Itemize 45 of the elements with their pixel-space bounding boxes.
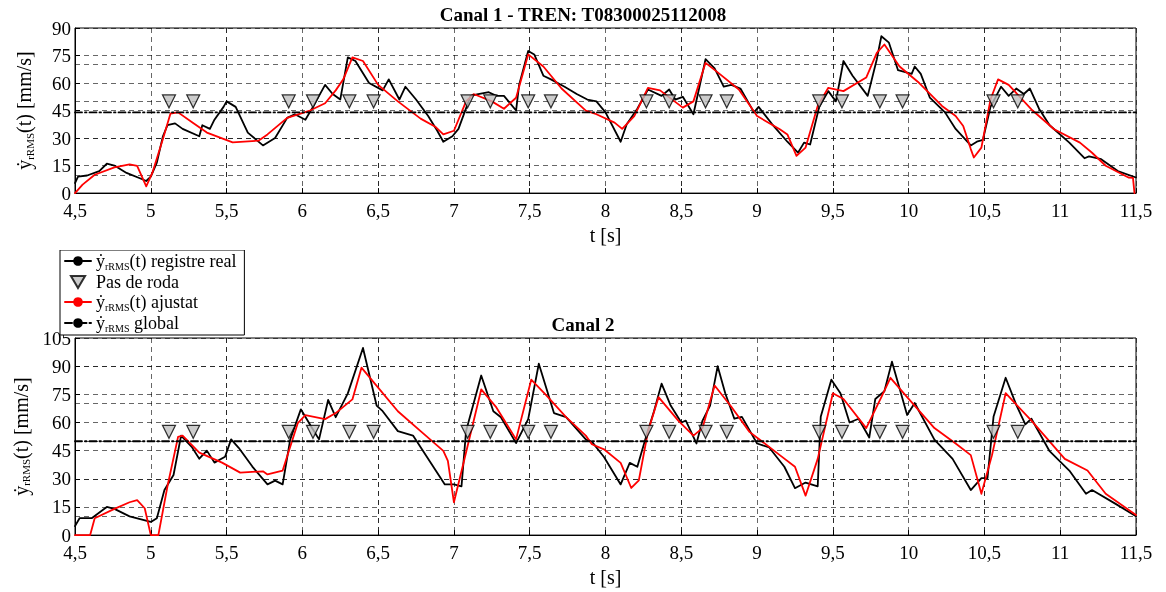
x-tick-label: 6,5 (366, 200, 391, 222)
x-tick-label: 8 (600, 200, 611, 222)
x-tick-label: 5 (146, 200, 156, 222)
x-tick-label: 11,5 (1119, 200, 1153, 222)
x-tick-label: 9 (752, 200, 762, 222)
x-tick-label: 10,5 (967, 200, 1002, 222)
y-tick-label: 30 (52, 127, 71, 149)
y-tick-label: 90 (52, 355, 71, 377)
x-tick-label: 10,5 (967, 542, 1002, 564)
y-tick-label: 45 (52, 100, 71, 122)
chart-title: Canal 2 (551, 314, 615, 335)
x-tick-label: 9,5 (820, 542, 845, 564)
x-tick-label: 10 (899, 200, 919, 222)
x-axis-title: t [s] (589, 224, 622, 246)
x-axis-title: t [s] (589, 566, 622, 588)
x-tick-label: 5,5 (214, 200, 239, 222)
x-tick-label: 5,5 (214, 542, 239, 564)
x-tick-label: 10 (899, 542, 919, 564)
x-tick-label: 11 (1051, 542, 1070, 564)
x-tick-label: 11,5 (1119, 542, 1153, 564)
y-tick-label: 60 (52, 72, 71, 94)
y-tick-label: 75 (52, 45, 71, 67)
x-tick-label: 7,5 (517, 200, 542, 222)
x-tick-label: 7 (449, 542, 459, 564)
y-tick-label: 60 (52, 411, 71, 433)
y-tick-label: 15 (52, 496, 71, 518)
y-tick-label: 45 (52, 440, 71, 462)
x-tick-label: 9,5 (820, 200, 845, 222)
y-tick-label: 75 (52, 383, 71, 405)
chart-title: Canal 1 - TREN: T08300025112008 (439, 4, 727, 25)
x-tick-label: 6 (297, 200, 308, 222)
x-tick-label: 11 (1051, 200, 1070, 222)
x-tick-label: 6 (297, 542, 308, 564)
x-tick-label: 7,5 (517, 542, 542, 564)
y-tick-label: 15 (52, 155, 71, 177)
y-tick-label: 90 (52, 17, 71, 39)
x-tick-label: 6,5 (366, 542, 391, 564)
x-tick-label: 8,5 (669, 542, 694, 564)
x-tick-label: 5 (146, 542, 156, 564)
y-tick-label: 30 (52, 468, 71, 490)
x-tick-label: 9 (752, 542, 762, 564)
legend-label: Pas de roda (96, 272, 179, 292)
x-tick-label: 8 (600, 542, 611, 564)
x-tick-label: 8,5 (669, 200, 694, 222)
x-tick-label: 7 (449, 200, 459, 222)
